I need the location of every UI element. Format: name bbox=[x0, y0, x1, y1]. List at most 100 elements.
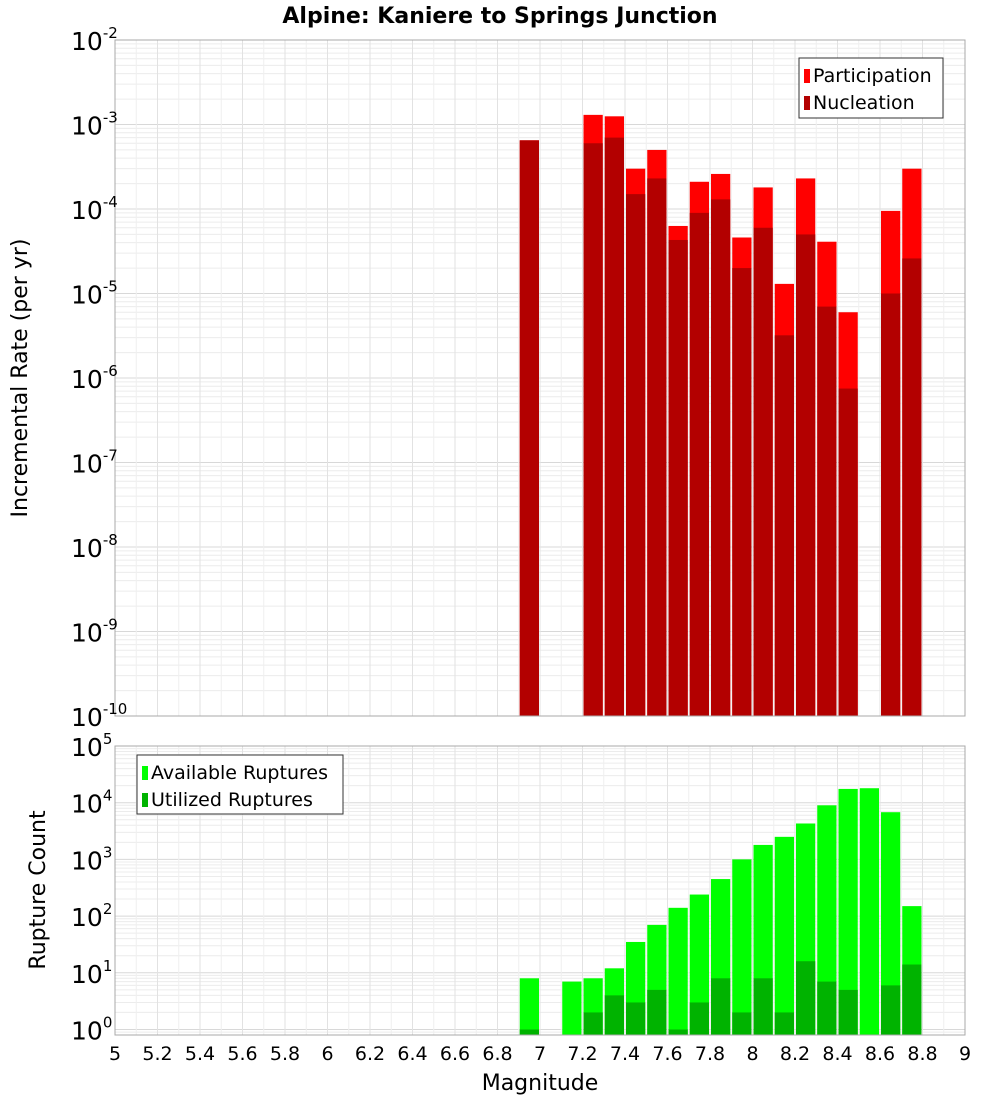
bar-available-ruptures bbox=[519, 978, 539, 1035]
legend-entry-label: Participation bbox=[813, 65, 932, 87]
legend-swatch bbox=[804, 69, 810, 83]
bar-utilized-ruptures bbox=[817, 981, 837, 1035]
bar-nucleation bbox=[902, 258, 922, 716]
bar-nucleation bbox=[881, 293, 901, 716]
bars-bottom bbox=[519, 788, 922, 1035]
x-tick-label: 5 bbox=[109, 1043, 121, 1065]
y-tick-label-top: 10-7 bbox=[71, 447, 118, 479]
bar-nucleation bbox=[796, 234, 816, 717]
bar-utilized-ruptures bbox=[902, 964, 922, 1035]
bar-nucleation bbox=[753, 227, 773, 716]
x-tick-label: 8.4 bbox=[822, 1043, 852, 1065]
legend-swatch bbox=[804, 96, 810, 110]
bar-utilized-ruptures bbox=[668, 1029, 688, 1035]
bar-utilized-ruptures bbox=[647, 989, 667, 1035]
x-tick-label: 7.2 bbox=[567, 1043, 597, 1065]
x-tick-label: 7 bbox=[534, 1043, 546, 1065]
y-tick-label-bottom: 102 bbox=[71, 900, 112, 932]
x-tick-label: 6.6 bbox=[440, 1043, 470, 1065]
bar-available-ruptures bbox=[838, 788, 858, 1035]
bar-utilized-ruptures bbox=[753, 978, 773, 1035]
y-tick-label-bottom: 105 bbox=[71, 730, 112, 762]
bar-utilized-ruptures bbox=[711, 978, 731, 1035]
bar-utilized-ruptures bbox=[689, 1002, 709, 1035]
y-tick-label-top: 10-8 bbox=[71, 531, 118, 563]
bar-available-ruptures bbox=[881, 812, 901, 1035]
x-tick-label: 9 bbox=[959, 1043, 971, 1065]
legend-swatch bbox=[142, 766, 148, 780]
bar-utilized-ruptures bbox=[519, 1029, 539, 1035]
x-tick-label: 8.6 bbox=[865, 1043, 895, 1065]
legend-bottom: Available Ruptures Utilized Ruptures bbox=[136, 754, 344, 815]
bar-nucleation bbox=[689, 212, 709, 716]
bar-nucleation bbox=[774, 335, 794, 716]
y-tick-label-top: 10-10 bbox=[71, 700, 127, 732]
bar-utilized-ruptures bbox=[774, 1012, 794, 1035]
x-tick-label: 7.4 bbox=[610, 1043, 640, 1065]
bar-nucleation bbox=[838, 388, 858, 716]
bar-available-ruptures bbox=[817, 805, 837, 1035]
x-tick-label: 6.2 bbox=[355, 1043, 385, 1065]
y-tick-label-bottom: 103 bbox=[71, 843, 112, 875]
x-tick-label: 8 bbox=[746, 1043, 758, 1065]
x-tick-label: 5.4 bbox=[185, 1043, 215, 1065]
bar-utilized-ruptures bbox=[732, 1012, 752, 1035]
y-tick-label-top: 10-4 bbox=[71, 193, 118, 225]
bar-utilized-ruptures bbox=[838, 989, 858, 1035]
bar-nucleation bbox=[519, 140, 539, 716]
legend-box-top bbox=[798, 57, 944, 119]
x-tick-label: 5.6 bbox=[227, 1043, 257, 1065]
legend-entry-label: Nucleation bbox=[813, 92, 915, 114]
bar-available-ruptures bbox=[859, 788, 879, 1035]
legend-swatch bbox=[142, 793, 148, 807]
x-tick-label: 5.2 bbox=[142, 1043, 172, 1065]
x-tick-label: 6.4 bbox=[397, 1043, 427, 1065]
x-tick-label: 8.8 bbox=[907, 1043, 937, 1065]
bar-utilized-ruptures bbox=[583, 1012, 603, 1035]
chart-title: Alpine: Kaniere to Springs Junction bbox=[282, 4, 717, 29]
bar-nucleation bbox=[647, 178, 667, 717]
bottom-y-axis-label: Rupture Count bbox=[26, 810, 51, 970]
legend-entry-label: Utilized Ruptures bbox=[151, 789, 313, 811]
y-tick-label-top: 10-9 bbox=[71, 616, 118, 648]
bar-available-ruptures bbox=[668, 907, 688, 1035]
grid-top bbox=[114, 39, 966, 717]
bar-utilized-ruptures bbox=[796, 961, 816, 1035]
x-tick-label: 7.6 bbox=[652, 1043, 682, 1065]
bar-utilized-ruptures bbox=[604, 995, 624, 1035]
y-tick-label-bottom: 104 bbox=[71, 787, 112, 819]
bars-top bbox=[519, 114, 922, 717]
x-tick-label: 7.8 bbox=[695, 1043, 725, 1065]
bar-nucleation bbox=[668, 239, 688, 716]
y-tick-label-bottom: 100 bbox=[71, 1014, 112, 1046]
x-tick-label: 5.8 bbox=[270, 1043, 300, 1065]
bar-available-ruptures bbox=[689, 894, 709, 1035]
top-y-axis-label: Incremental Rate (per yr) bbox=[8, 239, 33, 518]
bar-nucleation bbox=[583, 143, 603, 716]
legend-top: Participation Nucleation bbox=[798, 57, 944, 119]
y-tick-label-top: 10-5 bbox=[71, 278, 118, 310]
y-tick-label-bottom: 101 bbox=[71, 957, 112, 989]
bar-nucleation bbox=[817, 306, 837, 716]
bar-nucleation bbox=[732, 268, 752, 716]
bar-nucleation bbox=[711, 199, 731, 717]
y-tick-label-top: 10-3 bbox=[71, 109, 118, 141]
y-tick-label-top: 10-2 bbox=[71, 24, 118, 56]
legend-entry-label: Available Ruptures bbox=[151, 762, 328, 784]
plot-frame-top bbox=[114, 39, 966, 717]
legend-box-bottom bbox=[136, 754, 344, 815]
x-tick-label: 8.2 bbox=[780, 1043, 810, 1065]
bar-available-ruptures bbox=[732, 859, 752, 1035]
bar-nucleation bbox=[604, 137, 624, 716]
bar-utilized-ruptures bbox=[881, 985, 901, 1035]
bar-nucleation bbox=[626, 194, 646, 716]
y-tick-label-top: 10-6 bbox=[71, 362, 118, 394]
x-tick-label: 6 bbox=[321, 1043, 333, 1065]
bar-utilized-ruptures bbox=[626, 1002, 646, 1035]
x-tick-label: 6.8 bbox=[482, 1043, 512, 1065]
bar-available-ruptures bbox=[774, 836, 794, 1035]
x-axis-label: Magnitude bbox=[482, 1071, 599, 1096]
plot-frame-bottom bbox=[114, 745, 966, 1036]
